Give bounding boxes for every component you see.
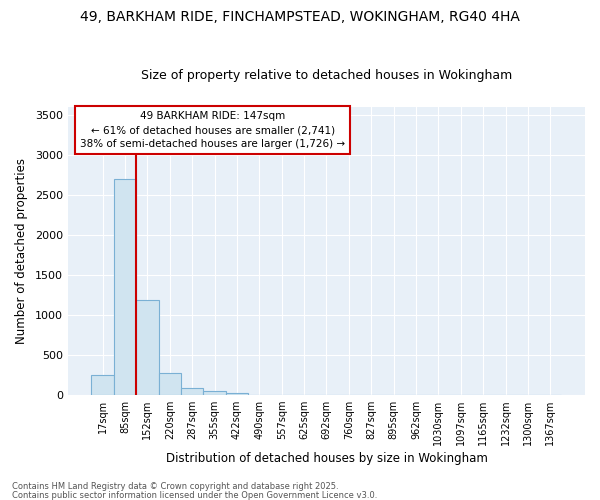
Text: 49 BARKHAM RIDE: 147sqm
← 61% of detached houses are smaller (2,741)
38% of semi: 49 BARKHAM RIDE: 147sqm ← 61% of detache…	[80, 111, 345, 149]
Bar	[181, 388, 203, 394]
Text: Contains public sector information licensed under the Open Government Licence v3: Contains public sector information licen…	[12, 490, 377, 500]
Title: Size of property relative to detached houses in Wokingham: Size of property relative to detached ho…	[141, 69, 512, 82]
Bar	[203, 392, 226, 394]
X-axis label: Distribution of detached houses by size in Wokingham: Distribution of detached houses by size …	[166, 452, 487, 465]
Text: Contains HM Land Registry data © Crown copyright and database right 2025.: Contains HM Land Registry data © Crown c…	[12, 482, 338, 491]
Bar	[91, 374, 114, 394]
Y-axis label: Number of detached properties: Number of detached properties	[15, 158, 28, 344]
Bar	[136, 300, 158, 394]
Text: 49, BARKHAM RIDE, FINCHAMPSTEAD, WOKINGHAM, RG40 4HA: 49, BARKHAM RIDE, FINCHAMPSTEAD, WOKINGH…	[80, 10, 520, 24]
Bar	[114, 179, 136, 394]
Bar	[158, 372, 181, 394]
